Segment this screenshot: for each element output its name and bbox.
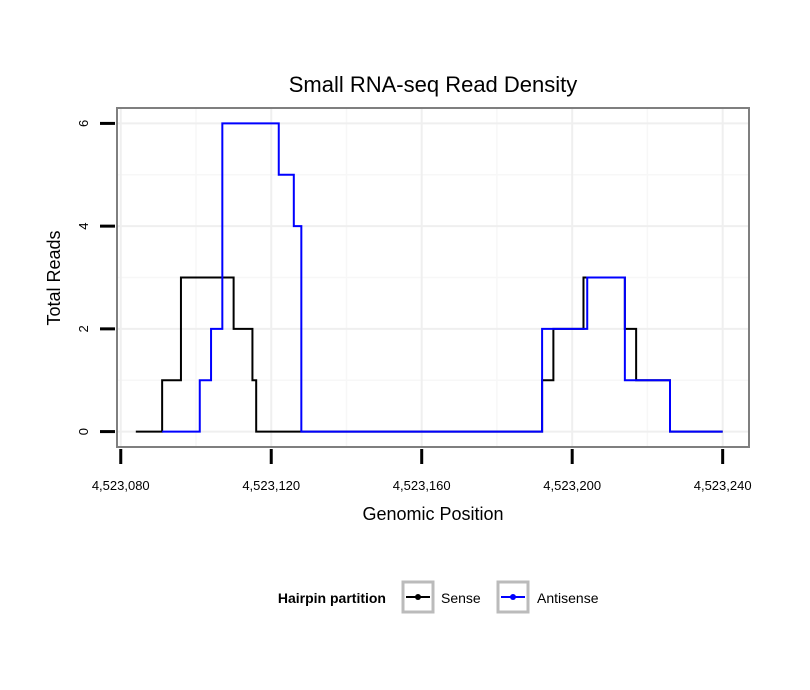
legend-point-sense — [415, 594, 421, 600]
series-layer — [135, 122, 723, 433]
x-tick-label: 4,523,160 — [393, 478, 451, 493]
chart-title: Small RNA-seq Read Density — [289, 72, 578, 97]
x-tick-label: 4,523,080 — [92, 478, 150, 493]
y-tick-label: 0 — [76, 428, 91, 435]
y-axis-title: Total Reads — [44, 230, 64, 325]
x-axis-title: Genomic Position — [362, 504, 503, 524]
series-line-antisense — [162, 122, 723, 433]
legend-title: Hairpin partition — [278, 590, 386, 606]
x-tick-label: 4,523,120 — [242, 478, 300, 493]
plot-panel — [116, 107, 750, 448]
y-axis: 0 2 4 6 — [76, 120, 115, 435]
y-tick-label: 2 — [76, 325, 91, 332]
y-tick-label: 6 — [76, 120, 91, 127]
legend-label-sense: Sense — [441, 590, 481, 606]
x-tick-label: 4,523,200 — [543, 478, 601, 493]
legend-label-antisense: Antisense — [537, 590, 599, 606]
x-axis: 4,523,080 4,523,120 4,523,160 4,523,200 4,52… — [92, 449, 752, 493]
y-tick-label: 4 — [76, 223, 91, 230]
legend: Hairpin partition Sense Antisense — [278, 580, 599, 614]
legend-item-antisense: Antisense — [496, 580, 599, 614]
legend-item-sense: Sense — [401, 580, 481, 614]
legend-point-antisense — [510, 594, 516, 600]
plot-border — [116, 107, 750, 448]
x-tick-label: 4,523,240 — [694, 478, 752, 493]
